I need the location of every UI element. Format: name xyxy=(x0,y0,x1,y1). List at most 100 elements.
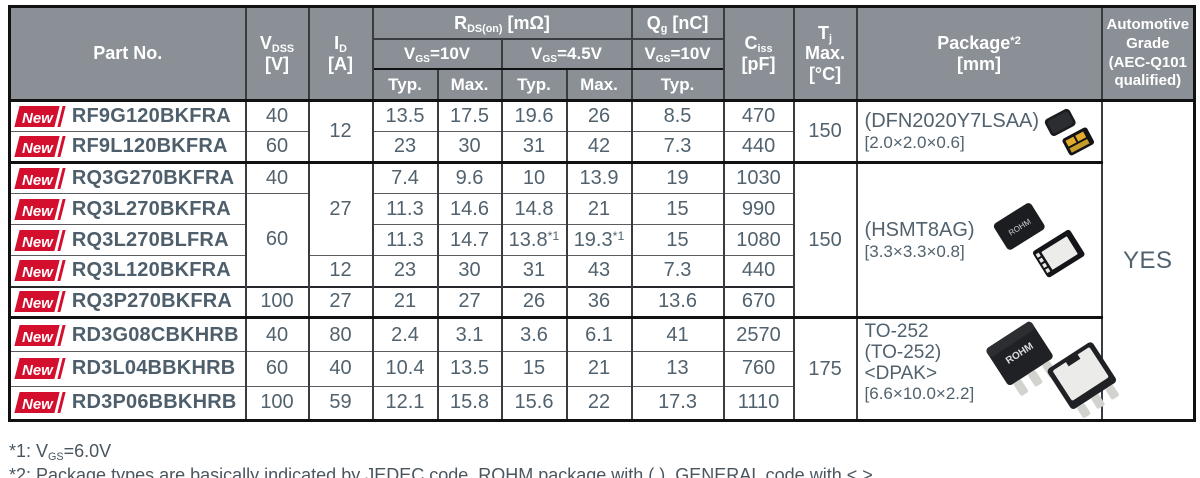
rdson-max45-cell: 13.9 xyxy=(565,161,633,194)
rdson-typ45-cell: 15.6 xyxy=(500,385,568,422)
rdson-typ10-cell: 23 xyxy=(371,131,439,163)
package-code: (DFN2020Y7LSAA) xyxy=(864,110,1040,133)
vdss-cell: 60 xyxy=(244,351,310,387)
rdson-typ45-cell: 3.6 xyxy=(500,315,568,353)
rdson-max10-cell: 15.8 xyxy=(436,385,503,422)
new-badge: New xyxy=(14,358,66,380)
part-cell: New RD3L04BBKHRB xyxy=(8,351,247,387)
ciss-cell: 440 xyxy=(722,131,795,163)
ciss-cell: 470 xyxy=(722,100,795,132)
new-badge: New xyxy=(14,136,66,157)
rdson-typ10-cell: 23 xyxy=(371,255,439,287)
rdson-typ10-cell: 11.3 xyxy=(371,224,439,256)
dfn2020-package-image xyxy=(1044,108,1095,155)
subheader-typ-2: Typ. xyxy=(500,67,568,102)
rdson-typ45-cell: 31 xyxy=(500,255,568,287)
table-row: New RD3G08CBKHRB 40 80 2.4 3.1 3.6 6.1 4… xyxy=(8,315,1195,421)
table-row: New RQ3L270BLFRA 11.3 14.7 13.8*1 19.3*1… xyxy=(8,224,1195,256)
rdson-max10-cell: 3.1 xyxy=(436,315,503,353)
tj-cell: 150 xyxy=(792,161,858,318)
vdss-cell: 100 xyxy=(244,385,310,422)
rdson-max10-cell: 13.5 xyxy=(436,351,503,387)
rdson-typ45-cell: 13.8*1 xyxy=(500,224,568,256)
qg-cell: 13.6 xyxy=(630,285,725,318)
id-cell: 12 xyxy=(307,255,374,287)
package-dimensions: [2.0×2.0×0.6] xyxy=(864,133,965,153)
id-cell: 27 xyxy=(307,161,374,256)
new-badge: New xyxy=(14,168,66,189)
vdss-cell: 40 xyxy=(244,100,310,132)
qg-cell: 41 xyxy=(630,315,725,353)
rdson-typ45-cell: 26 xyxy=(500,285,568,318)
part-number: RF9G120BKFRA xyxy=(71,105,231,127)
rdson-max45-cell: 26 xyxy=(565,100,633,132)
footnote-marker: *1 xyxy=(612,228,625,243)
qg-cell: 7.3 xyxy=(630,131,725,163)
new-badge: New xyxy=(14,260,66,282)
footnotes: *1: VGS=6.0V *2: Package types are basic… xyxy=(9,440,878,478)
rdson-typ10-cell: 7.4 xyxy=(371,161,439,194)
table-row: New RD3P06BBKHRB 100 59 12.1 15.8 15.6 2… xyxy=(8,385,1195,422)
qg-cell: 17.3 xyxy=(630,385,725,422)
id-cell: 12 xyxy=(307,100,374,163)
vdss-cell: 60 xyxy=(244,131,310,163)
subheader-qg-vgs-10v: VGS=10V xyxy=(630,37,725,70)
part-number: RQ3G270BKFRA xyxy=(71,167,235,189)
package-cell: (HSMT8AG) [3.3×3.3×0.8] ROHM xyxy=(855,161,1103,318)
part-number: RQ3L120BKFRA xyxy=(71,259,231,282)
package-code-general: <DPAK> xyxy=(864,363,938,384)
part-number: RQ3L270BLFRA xyxy=(71,228,229,251)
col-header-tj-max: Tj Max. [°C] xyxy=(792,5,858,102)
rdson-typ10-cell: 13.5 xyxy=(371,100,439,132)
vdss-cell: 100 xyxy=(244,285,310,318)
table-row: New RF9L120BKFRA 60 23 30 31 42 7.3 440 xyxy=(8,131,1195,163)
new-badge: New xyxy=(14,324,66,346)
part-number: RD3L04BBKHRB xyxy=(71,357,236,380)
rdson-max45-cell: 19.3*1 xyxy=(565,224,633,256)
table-row: New RD3L04BBKHRB 60 40 10.4 13.5 15 21 1… xyxy=(8,351,1195,387)
table-row: New RQ3P270BKFRA 100 27 21 27 26 36 13.6… xyxy=(8,285,1195,318)
rdson-typ45-cell: 15 xyxy=(500,351,568,387)
part-cell: New RD3P06BBKHRB xyxy=(8,385,247,422)
rdson-typ10-cell: 2.4 xyxy=(371,315,439,353)
package-dimensions: [6.6×10.0×2.2] xyxy=(864,384,975,403)
rdson-typ45-cell: 14.8 xyxy=(500,193,568,225)
new-badge: New xyxy=(14,392,66,414)
ciss-cell: 1080 xyxy=(722,224,795,256)
qg-cell: 15 xyxy=(630,224,725,256)
ciss-cell: 1110 xyxy=(722,385,795,422)
automotive-grade-cell: YES xyxy=(1100,100,1196,421)
id-cell: 80 xyxy=(307,315,374,353)
rdson-max10-cell: 14.6 xyxy=(436,193,503,225)
rdson-max45-cell: 21 xyxy=(565,193,633,225)
ciss-cell: 990 xyxy=(722,193,795,225)
package-cell: TO-252 (TO-252) <DPAK> [6.6×10.0×2.2] RO… xyxy=(855,316,1120,421)
hsmt8ag-package-image: ROHM xyxy=(993,203,1085,278)
rdson-max10-cell: 17.5 xyxy=(436,100,503,132)
part-cell: New RQ3L270BKFRA xyxy=(8,193,247,225)
rdson-max10-cell: 9.6 xyxy=(436,161,503,194)
rdson-max45-cell: 36 xyxy=(565,285,633,318)
part-cell: New RD3G08CBKHRB xyxy=(8,315,247,353)
footnote-2: *2: Package types are basically indicate… xyxy=(9,464,878,478)
ciss-cell: 2570 xyxy=(722,315,795,353)
subheader-typ-qg: Typ. xyxy=(630,67,725,102)
footnote-marker: *1 xyxy=(547,228,560,243)
part-cell: New RQ3G270BKFRA xyxy=(8,161,247,194)
part-cell: New RQ3L270BLFRA xyxy=(8,224,247,256)
col-header-id: ID [A] xyxy=(307,5,374,102)
rdson-typ10-cell: 21 xyxy=(371,285,439,318)
part-cell: New RQ3L120BKFRA xyxy=(8,255,247,287)
col-header-automotive-grade: Automotive Grade (AEC-Q101 qualified) xyxy=(1100,5,1196,102)
ciss-cell: 1030 xyxy=(722,161,795,194)
col-header-package: Package*2 [mm] xyxy=(855,5,1103,102)
table-row: New RQ3L270BKFRA 60 11.3 14.6 14.8 21 15… xyxy=(8,193,1195,287)
package-cell: (DFN2020Y7LSAA) [2.0×2.0×0.6] xyxy=(855,100,1103,163)
mosfet-spec-table: Part No. VDSS [V] ID [A] RDS(on) [mΩ] Qg… xyxy=(8,5,1197,422)
rdson-max10-cell: 27 xyxy=(436,285,503,318)
col-header-qg: Qg [nC] xyxy=(630,5,725,40)
rdson-max45-cell: 6.1 xyxy=(565,315,633,353)
id-cell: 40 xyxy=(307,351,374,387)
part-number: RQ3L270BKFRA xyxy=(71,197,231,220)
qg-cell: 8.5 xyxy=(630,100,725,132)
